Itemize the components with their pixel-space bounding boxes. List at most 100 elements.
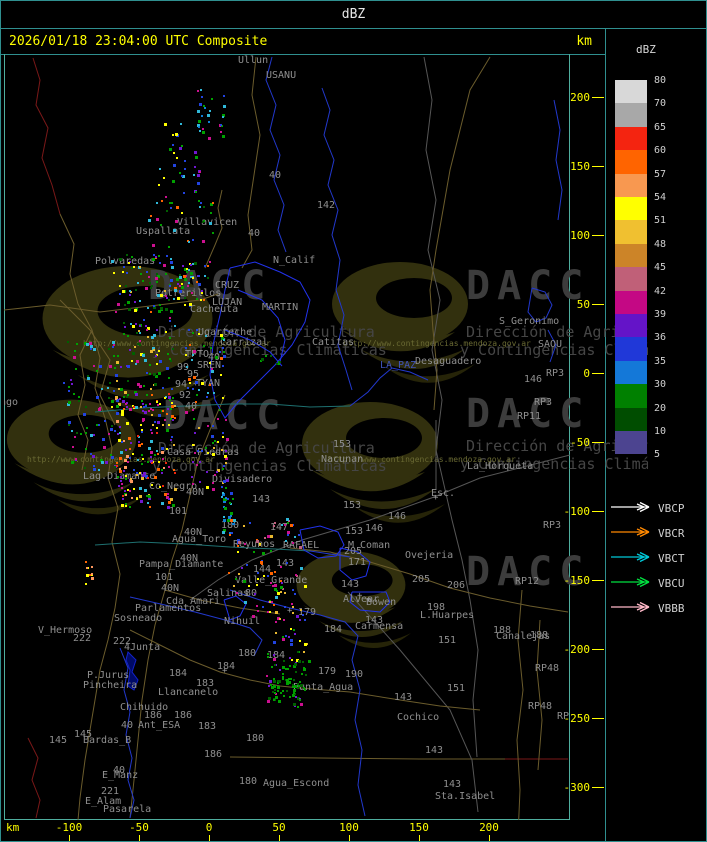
echo-dot bbox=[148, 497, 151, 500]
echo-dot bbox=[119, 258, 122, 261]
echo-dot bbox=[278, 363, 280, 365]
echo-dot bbox=[261, 563, 263, 565]
scale-tick-label: 60 bbox=[654, 145, 667, 157]
echo-dot bbox=[63, 382, 65, 384]
scale-block bbox=[615, 220, 647, 244]
map-label: 147 bbox=[270, 522, 289, 533]
echo-dot bbox=[304, 619, 306, 621]
echo-dot bbox=[172, 397, 174, 399]
echo-dot bbox=[199, 171, 201, 173]
echo-dot bbox=[277, 682, 279, 684]
echo-dot bbox=[124, 391, 127, 394]
map-label: 186 bbox=[174, 710, 193, 721]
echo-dot bbox=[290, 639, 293, 642]
echo-dot bbox=[150, 388, 152, 390]
echo-dot bbox=[74, 436, 76, 438]
echo-dot bbox=[294, 633, 296, 635]
echo-dot bbox=[139, 472, 141, 474]
echo-dot bbox=[192, 239, 194, 241]
echo-dot bbox=[209, 384, 211, 386]
echo-dot bbox=[196, 394, 198, 396]
echo-dot bbox=[111, 425, 113, 427]
echo-dot bbox=[142, 458, 144, 460]
echo-dot bbox=[138, 441, 140, 443]
echo-dot bbox=[222, 531, 225, 534]
echo-dot bbox=[127, 461, 129, 463]
echo-dot bbox=[285, 540, 287, 542]
echo-dot bbox=[150, 408, 152, 410]
echo-dot bbox=[89, 342, 92, 345]
echo-dot bbox=[157, 404, 159, 406]
map-label: Nihuil bbox=[224, 616, 261, 627]
echo-dot bbox=[256, 584, 258, 586]
echo-dot bbox=[105, 461, 108, 464]
echo-dot bbox=[116, 462, 118, 464]
echo-dot bbox=[117, 476, 119, 478]
echo-dot bbox=[200, 89, 202, 91]
echo-dot bbox=[295, 671, 297, 673]
echo-dot bbox=[134, 346, 136, 348]
echo-dot bbox=[141, 443, 143, 445]
vbcu-arrow-icon bbox=[611, 576, 650, 588]
map-line-admin bbox=[301, 454, 570, 541]
echo-dot bbox=[158, 350, 160, 352]
echo-dot bbox=[156, 202, 158, 204]
map-line-road bbox=[229, 756, 505, 760]
echo-dot bbox=[203, 105, 205, 107]
echo-dot bbox=[133, 406, 135, 408]
echo-dot bbox=[282, 588, 284, 590]
echo-dot bbox=[198, 389, 200, 391]
echo-dot bbox=[206, 396, 208, 398]
radar-map[interactable]: Ullun USANU 40 142 Villavicen Uspallata 40 N_Ca… bbox=[4, 54, 570, 820]
echo-dot bbox=[140, 353, 143, 356]
echo-dot bbox=[282, 638, 285, 641]
map-label: 40 bbox=[121, 720, 134, 731]
map-label: 184 bbox=[169, 668, 188, 679]
echo-dot bbox=[185, 275, 187, 277]
echo-dot bbox=[197, 110, 200, 113]
echo-dot bbox=[119, 293, 121, 295]
echo-dot bbox=[207, 277, 209, 279]
map-label: 205 bbox=[344, 546, 363, 557]
map-label: 40 bbox=[113, 765, 126, 776]
echo-dot bbox=[223, 529, 226, 532]
echo-dot bbox=[173, 229, 176, 232]
echo-dot bbox=[256, 540, 259, 543]
echo-dot bbox=[152, 461, 154, 463]
map-label: RAFAEL bbox=[283, 541, 319, 551]
map-label: Cda_Amari bbox=[166, 596, 221, 607]
echo-dot bbox=[174, 417, 176, 419]
echo-dot bbox=[149, 403, 151, 405]
echo-dot bbox=[230, 492, 233, 495]
echo-dot bbox=[200, 299, 202, 301]
echo-dot bbox=[198, 427, 200, 429]
echo-dot bbox=[150, 311, 152, 313]
echo-dot bbox=[168, 299, 170, 301]
echo-dot bbox=[184, 304, 186, 306]
echo-dot bbox=[164, 493, 167, 496]
echo-dot bbox=[203, 299, 205, 301]
echo-dot bbox=[129, 457, 131, 459]
echo-dot bbox=[198, 333, 200, 335]
echo-dot bbox=[201, 450, 203, 452]
echo-dot bbox=[288, 520, 290, 522]
echo-dot bbox=[233, 585, 235, 587]
map-label: LUJAN bbox=[212, 297, 243, 308]
echo-dot bbox=[83, 413, 86, 416]
echo-dot bbox=[286, 518, 289, 521]
echo-dot bbox=[169, 317, 171, 319]
map-label: 143 bbox=[252, 494, 271, 505]
echo-dot bbox=[182, 175, 185, 178]
echo-dot bbox=[171, 405, 174, 408]
echo-dot bbox=[85, 448, 87, 450]
echo-dot bbox=[87, 567, 89, 569]
echo-dot bbox=[168, 501, 171, 504]
map-label: S_Geronimo bbox=[499, 316, 560, 327]
echo-dot bbox=[148, 447, 151, 450]
echo-dot bbox=[160, 307, 163, 310]
echo-dot bbox=[140, 472, 142, 474]
echo-dot bbox=[223, 339, 225, 341]
echo-dot bbox=[230, 515, 232, 517]
echo-dot bbox=[217, 441, 219, 443]
echo-dot bbox=[299, 546, 302, 549]
